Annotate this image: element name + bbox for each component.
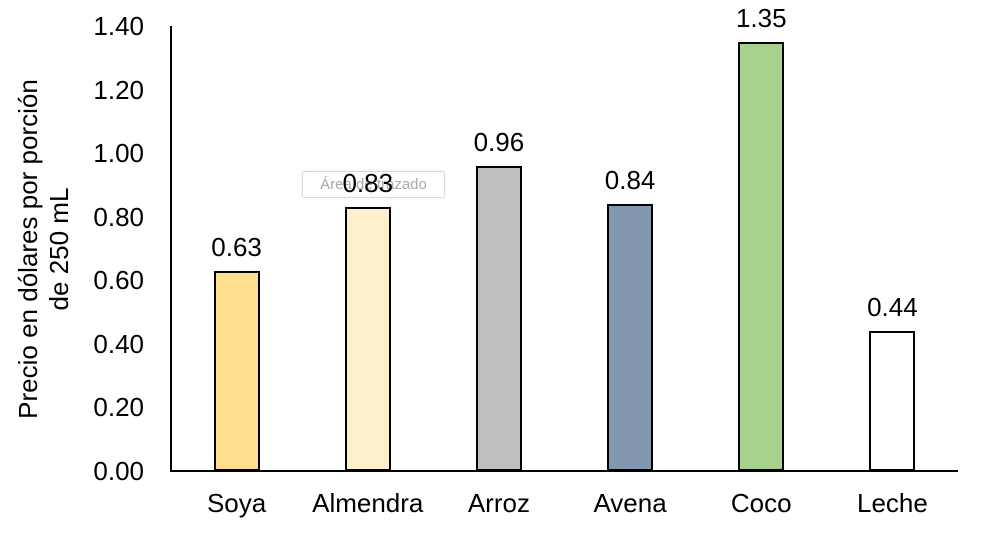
- bar-leche[interactable]: [869, 331, 916, 471]
- y-tick-label: 1.20: [93, 74, 144, 105]
- value-label-arroz: 0.96: [473, 126, 525, 157]
- category-label-avena: Avena: [593, 488, 667, 518]
- value-label-leche: 0.44: [867, 292, 918, 323]
- value-label-almendra: 0.83: [342, 168, 394, 199]
- category-label-arroz: Arroz: [467, 488, 530, 518]
- y-tick-label: 1.00: [93, 138, 144, 169]
- plot-area-tooltip: Área de trazado: [302, 171, 445, 198]
- y-tick-label: 0.80: [93, 201, 144, 232]
- category-label-soya: Soya: [206, 488, 267, 518]
- category-label-almendra: Almendra: [312, 488, 424, 518]
- bar-coco[interactable]: [738, 41, 785, 471]
- bar-almendra[interactable]: [344, 207, 391, 471]
- value-label-avena: 0.84: [604, 165, 656, 195]
- bar-avena[interactable]: [607, 204, 654, 471]
- y-axis-line: [170, 26, 172, 472]
- bar-arroz[interactable]: [475, 165, 522, 471]
- y-tick-label: 1.40: [93, 11, 144, 41]
- category-label-coco: Coco: [730, 488, 792, 518]
- y-tick-label: 0.40: [93, 328, 144, 359]
- category-label-leche: Leche: [856, 488, 928, 518]
- value-label-coco: 1.35: [735, 2, 787, 33]
- x-axis-line: [170, 470, 958, 472]
- y-tick-label: 0.20: [93, 392, 144, 423]
- y-tick-label: 0.00: [93, 456, 144, 486]
- bar-soya[interactable]: [213, 270, 260, 471]
- y-axis-title-line-2: de 250 mL: [44, 187, 74, 311]
- y-axis-title-line-1: Precio en dólares por porción: [13, 79, 43, 419]
- value-label-soya: 0.63: [211, 231, 262, 262]
- y-tick-label: 0.60: [93, 265, 144, 296]
